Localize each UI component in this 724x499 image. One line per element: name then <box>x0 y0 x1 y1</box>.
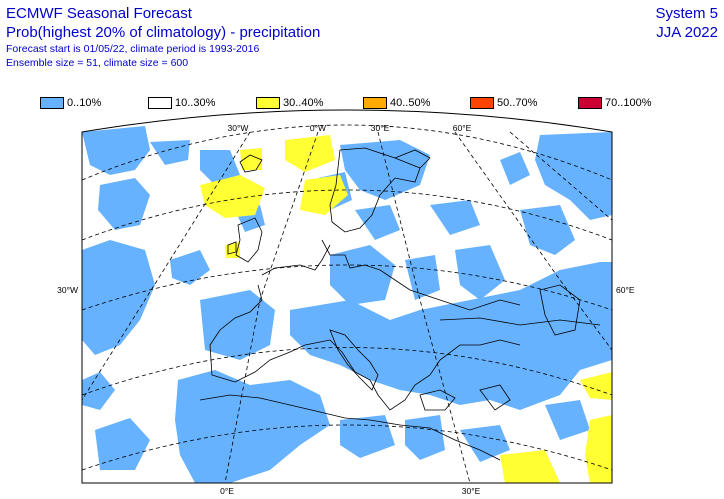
legend-label: 70..100% <box>605 97 652 109</box>
season-label: JJA 2022 <box>656 24 718 41</box>
legend-label: 40..50% <box>390 97 431 109</box>
legend-swatch-5 <box>578 97 602 109</box>
system-block: System 5 JJA 2022 <box>655 4 718 42</box>
legend-swatch-2 <box>256 97 280 109</box>
legend-item: 0..10% <box>40 95 101 111</box>
map-frame <box>81 109 613 484</box>
lon-label-top: 60°E <box>453 123 472 133</box>
lon-label-top: 30°E <box>371 123 390 133</box>
lon-label-top: 0°W <box>310 123 326 133</box>
legend-swatch-0 <box>40 97 64 109</box>
ensemble-note: Ensemble size = 51, climate size = 600 <box>6 57 189 69</box>
legend-item: 50..70% <box>470 95 537 111</box>
system-label: System 5 <box>655 5 718 22</box>
legend-swatch-1 <box>148 97 172 109</box>
chart-subtitle: Prob(highest 20% of climatology) - preci… <box>6 24 321 41</box>
moderate-probability-areas <box>200 135 612 483</box>
coastlines <box>199 147 601 461</box>
legend-item: 10..30% <box>148 95 215 111</box>
legend: 0..10% 10..30% 30..40% 40..50% 50..70% 7… <box>40 95 680 111</box>
legend-label: 10..30% <box>175 97 216 109</box>
legend-label: 0..10% <box>67 97 102 109</box>
lon-label-top: 30°W <box>228 123 249 133</box>
legend-label: 30..40% <box>283 97 324 109</box>
legend-swatch-4 <box>470 97 494 109</box>
lat-label-left: 30°W <box>57 285 78 295</box>
chart-title: ECMWF Seasonal Forecast <box>6 5 192 22</box>
legend-label: 50..70% <box>497 97 538 109</box>
lon-label-bottom: 0°E <box>220 486 234 496</box>
title-block: ECMWF Seasonal Forecast Prob(highest 20%… <box>6 4 320 70</box>
lon-label-bottom: 30°E <box>462 486 481 496</box>
probability-field <box>82 110 612 483</box>
lat-label-right: 60°E <box>616 285 635 295</box>
graticule <box>81 124 613 484</box>
legend-swatch-3 <box>363 97 387 109</box>
forecast-start-note: Forecast start is 01/05/22, climate peri… <box>6 43 260 55</box>
legend-item: 70..100% <box>578 95 651 111</box>
legend-item: 30..40% <box>256 95 323 111</box>
legend-item: 40..50% <box>363 95 430 111</box>
low-probability-areas <box>82 126 612 483</box>
